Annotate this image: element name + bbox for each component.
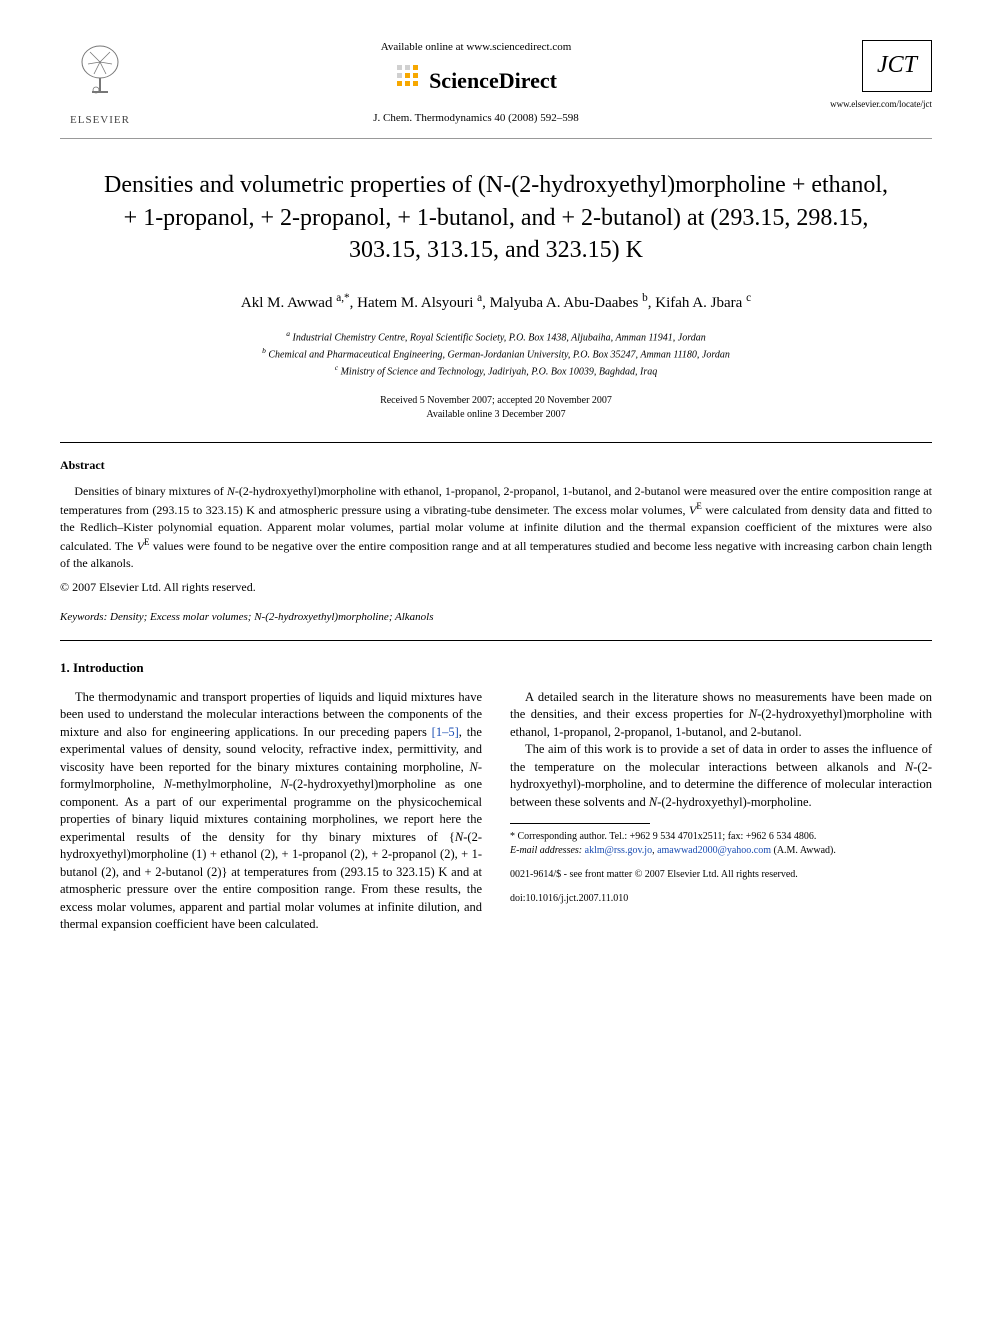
keywords-line: Keywords: Density; Excess molar volumes;… <box>60 610 932 625</box>
footnotes: * Corresponding author. Tel.: +962 9 534… <box>510 830 932 858</box>
intro-p2: A detailed search in the literature show… <box>510 689 932 742</box>
front-matter-line: 0021-9614/$ - see front matter © 2007 El… <box>510 868 932 882</box>
abstract-body: Densities of binary mixtures of N-(2-hyd… <box>60 483 932 571</box>
sciencedirect-logo: ScienceDirect <box>140 63 812 99</box>
affiliation-b: b Chemical and Pharmaceutical Engineerin… <box>60 345 932 362</box>
authors-line: Akl M. Awwad a,*, Hatem M. Alsyouri a, M… <box>60 291 932 314</box>
received-accepted: Received 5 November 2007; accepted 20 No… <box>60 394 932 408</box>
article-title: Densities and volumetric properties of (… <box>100 169 892 266</box>
jct-logo-block: JCT www.elsevier.com/locate/jct <box>812 40 932 110</box>
abstract-heading: Abstract <box>60 457 932 474</box>
email-label: E-mail addresses: <box>510 845 582 856</box>
header-center: Available online at www.sciencedirect.co… <box>140 40 812 127</box>
affiliation-a: a Industrial Chemistry Centre, Royal Sci… <box>60 328 932 345</box>
footnote-rule <box>510 823 650 824</box>
journal-reference: J. Chem. Thermodynamics 40 (2008) 592–59… <box>140 111 812 126</box>
doi-line: doi:10.1016/j.jct.2007.11.010 <box>510 892 932 906</box>
divider-top <box>60 442 932 443</box>
jct-box: JCT <box>862 40 932 92</box>
affiliation-c: c Ministry of Science and Technology, Ja… <box>60 362 932 379</box>
email-suffix: (A.M. Awwad). <box>771 845 836 856</box>
elsevier-tree-icon <box>60 40 140 109</box>
sciencedirect-burst-icon <box>395 63 423 99</box>
intro-heading: 1. Introduction <box>60 659 932 677</box>
intro-p3: The aim of this work is to provide a set… <box>510 741 932 811</box>
email-2[interactable]: amawwad2000@yahoo.com <box>657 845 771 856</box>
available-online-text: Available online at www.sciencedirect.co… <box>140 40 812 55</box>
jct-url: www.elsevier.com/locate/jct <box>812 98 932 111</box>
email-line: E-mail addresses: aklm@rss.gov.jo, amaww… <box>510 844 932 858</box>
available-online-date: Available online 3 December 2007 <box>60 408 932 422</box>
article-dates: Received 5 November 2007; accepted 20 No… <box>60 394 932 422</box>
elsevier-logo: ELSEVIER <box>60 40 140 128</box>
corresponding-author: * Corresponding author. Tel.: +962 9 534… <box>510 830 932 844</box>
sciencedirect-text: ScienceDirect <box>429 66 557 97</box>
affiliations: a Industrial Chemistry Centre, Royal Sci… <box>60 328 932 380</box>
elsevier-label: ELSEVIER <box>60 113 140 128</box>
divider-bottom <box>60 640 932 641</box>
intro-p1: The thermodynamic and transport properti… <box>60 689 482 934</box>
page-header: ELSEVIER Available online at www.science… <box>60 40 932 139</box>
intro-columns: The thermodynamic and transport properti… <box>60 689 932 934</box>
abstract-copyright: © 2007 Elsevier Ltd. All rights reserved… <box>60 579 932 596</box>
email-1[interactable]: aklm@rss.gov.jo <box>585 845 652 856</box>
